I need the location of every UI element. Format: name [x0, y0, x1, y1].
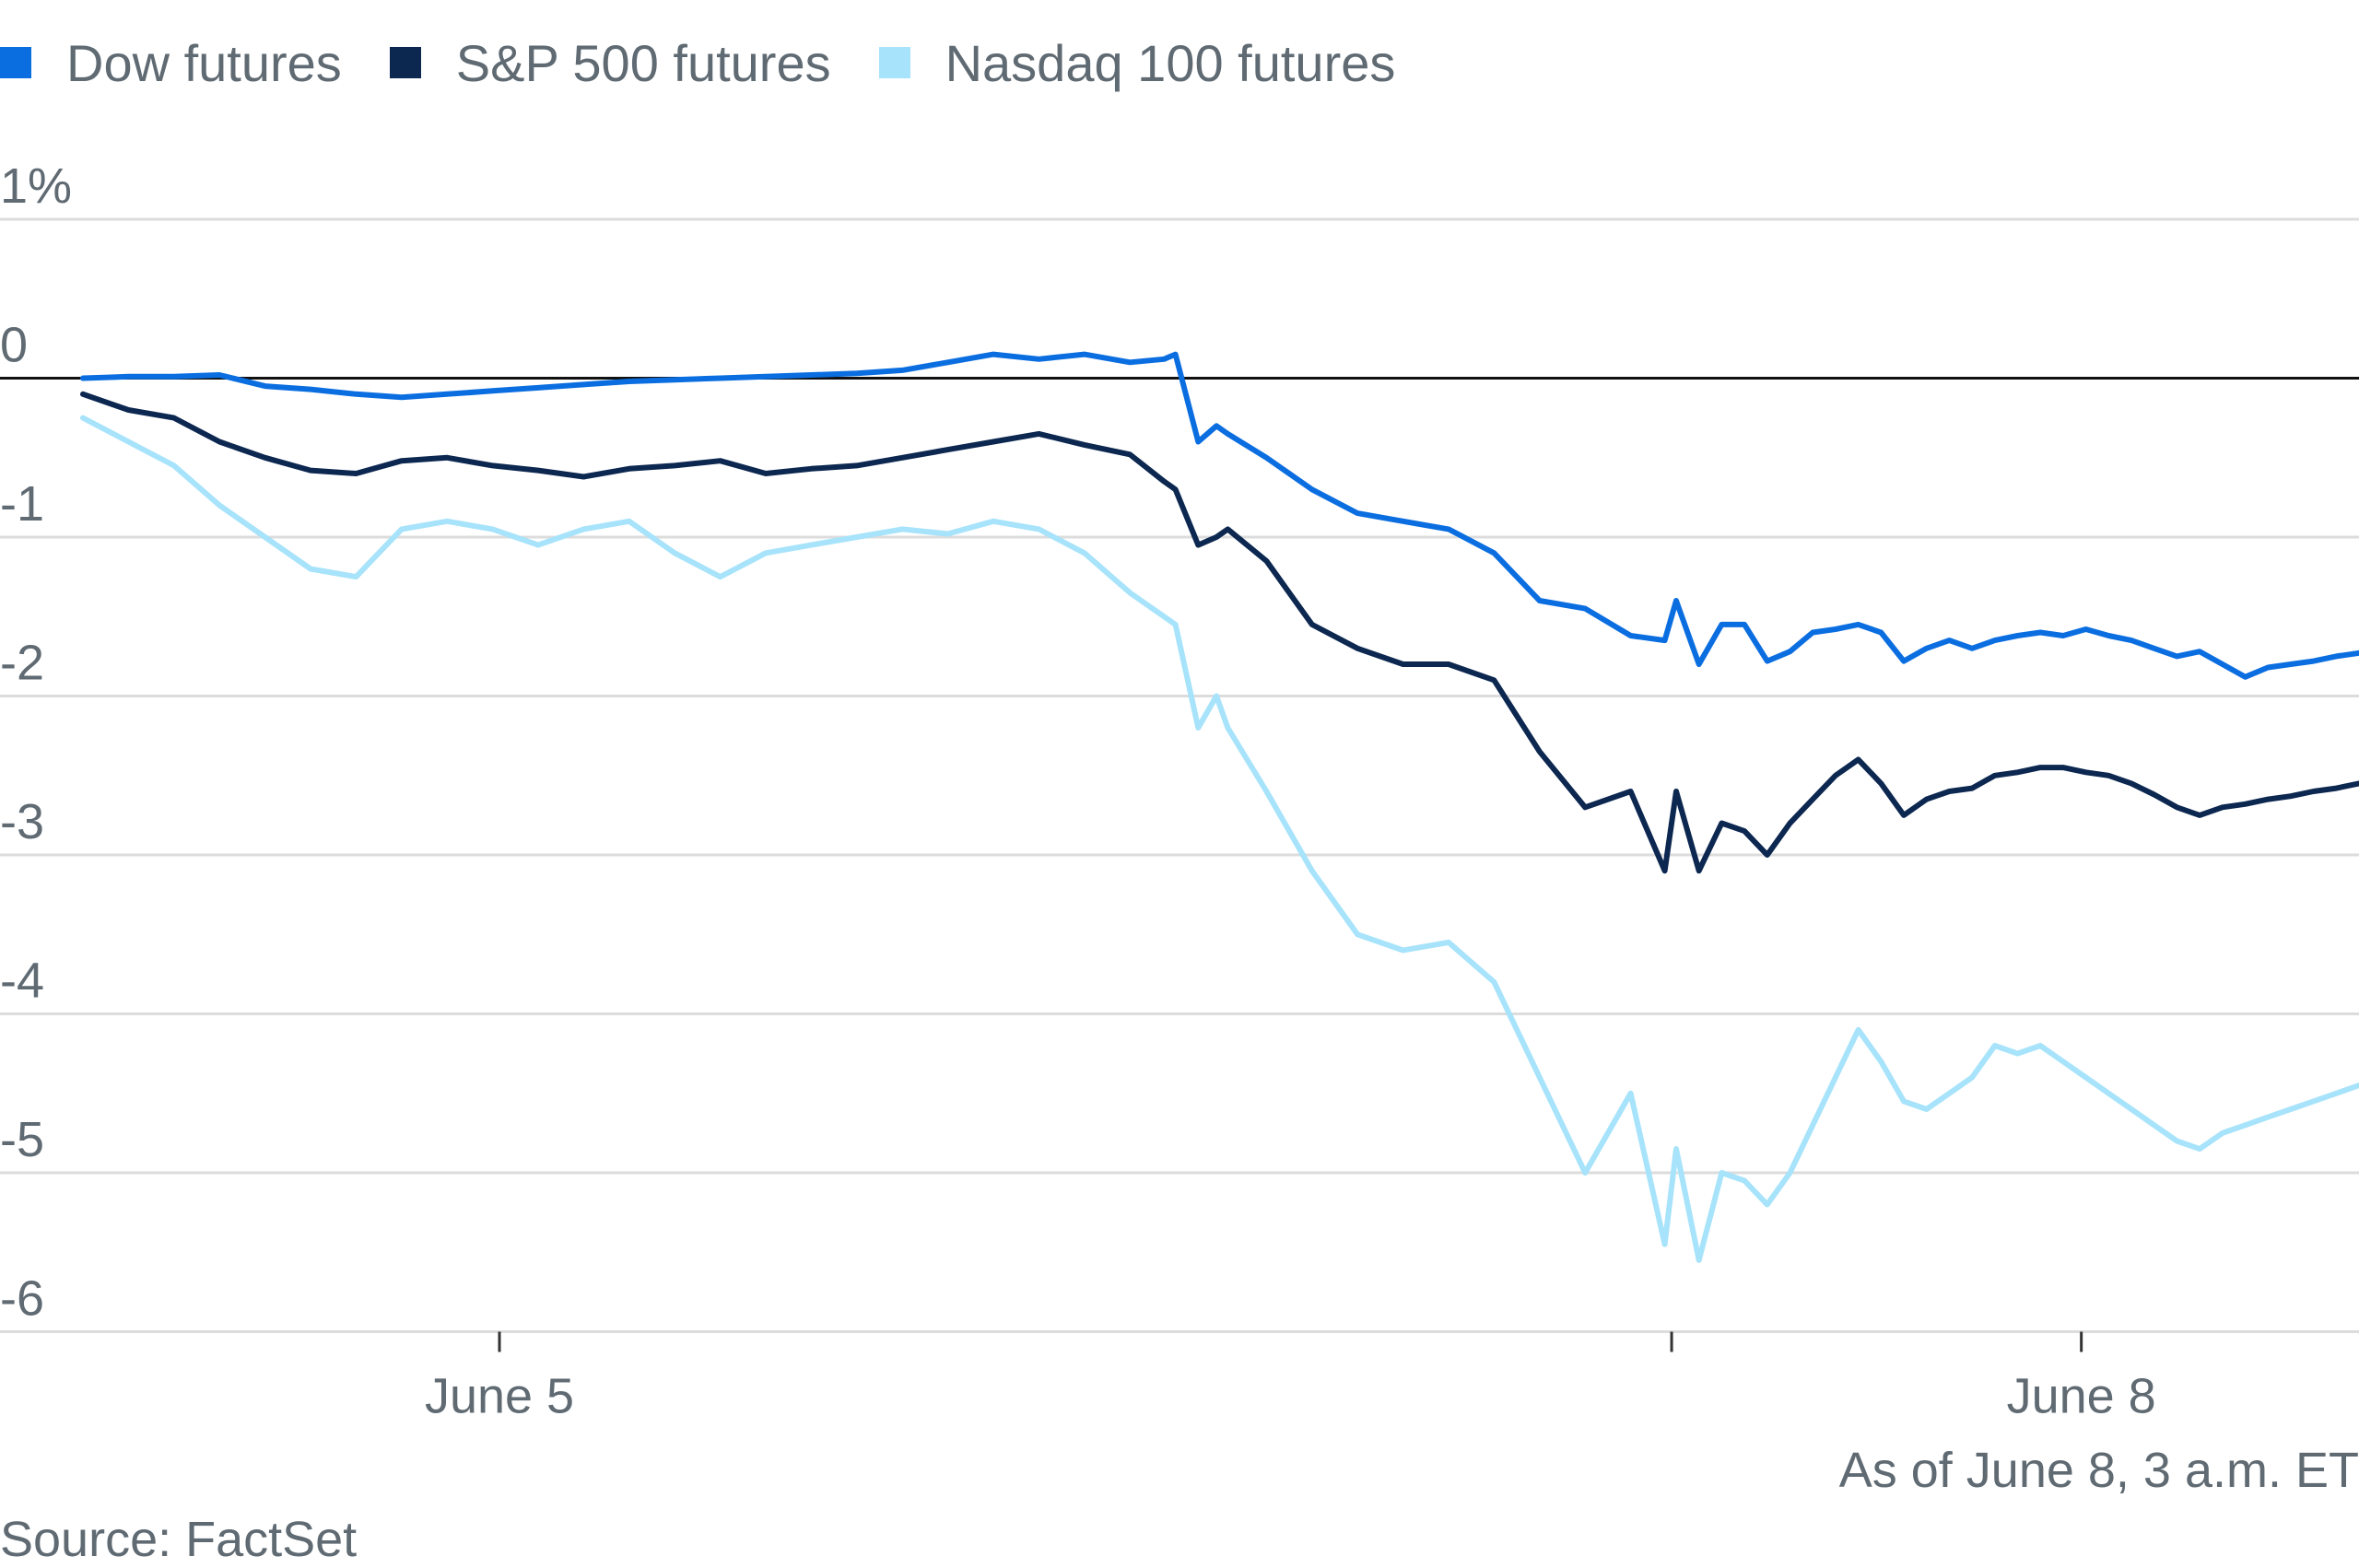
x-axis: June 5 June 8	[425, 1331, 2156, 1424]
legend-item-sp500: S&P 500 futures	[389, 33, 831, 93]
x-tick-label: June 8	[2007, 1369, 2156, 1424]
legend-swatch-dow	[0, 47, 31, 78]
chart-legend: Dow futures S&P 500 futures Nasdaq 100 f…	[0, 26, 1443, 99]
y-tick-label: -5	[0, 1112, 44, 1167]
legend-item-dow: Dow futures	[0, 33, 342, 93]
x-tick-label: June 5	[425, 1369, 574, 1424]
legend-label-sp500: S&P 500 futures	[455, 33, 831, 92]
legend-swatch-sp500	[389, 47, 421, 78]
y-tick-label: -6	[0, 1271, 44, 1327]
series-line-nasdaq-100-futures	[80, 415, 2359, 1263]
as-of-note: As of June 8, 3 a.m. ET	[1838, 1443, 2359, 1498]
y-tick-label: -1	[0, 476, 44, 532]
source-note: Source: FactSet	[0, 1512, 358, 1567]
y-tick-label: -3	[0, 794, 44, 849]
y-tick-label: -4	[0, 954, 44, 1009]
y-tick-label: -2	[0, 636, 44, 691]
series-line-dow-futures	[80, 351, 2359, 680]
series-lines	[80, 351, 2359, 1263]
y-tick-label: 0	[0, 318, 28, 373]
legend-item-nasdaq: Nasdaq 100 futures	[878, 33, 1396, 93]
legend-label-nasdaq: Nasdaq 100 futures	[945, 33, 1396, 92]
y-tick-label: 1%	[0, 158, 72, 214]
series-line-s-p-500-futures	[80, 391, 2359, 874]
legend-label-dow: Dow futures	[66, 33, 342, 92]
legend-swatch-nasdaq	[878, 47, 910, 78]
y-axis-tick-labels: 1% 0 -1 -2 -3 -4 -5 -6	[0, 158, 72, 1327]
